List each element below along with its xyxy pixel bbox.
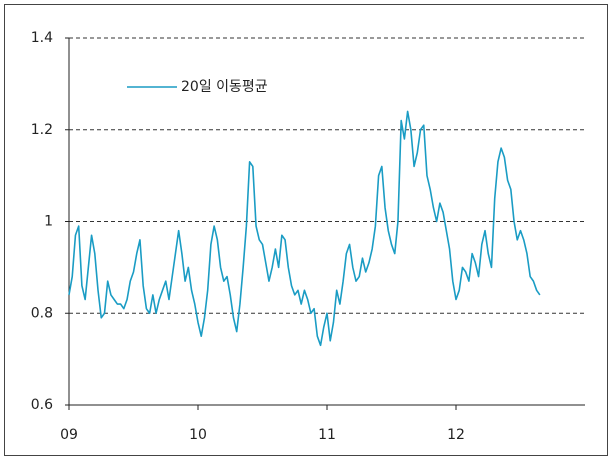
y-tick-label: 1	[44, 214, 53, 230]
x-tick-label: 11	[318, 427, 336, 443]
x-tick-label: 12	[447, 427, 465, 443]
x-tick-label: 09	[60, 427, 78, 443]
y-tick-label: 0.8	[31, 305, 53, 321]
y-tick-label: 0.6	[31, 397, 53, 413]
data-line	[68, 110, 541, 347]
legend-label: 20일 이동평균	[181, 79, 268, 95]
chart-frame	[4, 4, 608, 456]
y-tick-label: 1.4	[31, 30, 53, 46]
y-tick-label: 1.2	[31, 122, 53, 138]
x-tick-label: 10	[189, 427, 207, 443]
